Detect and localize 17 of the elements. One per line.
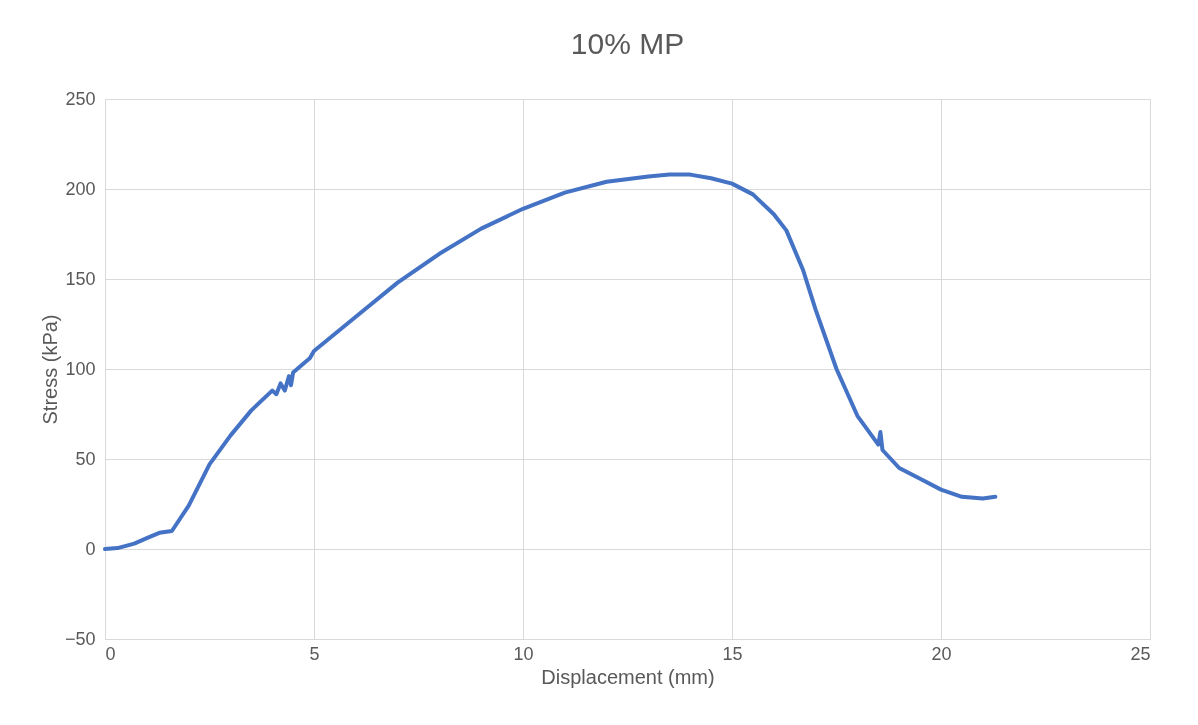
x-tick-label: 20: [931, 643, 952, 664]
x-tick-label: 10: [513, 643, 534, 664]
y-axis-title: Stress (kPa): [38, 314, 61, 425]
y-tick-label: 200: [65, 178, 96, 199]
y-tick-label: 50: [75, 448, 96, 469]
x-tick-label: 25: [1130, 643, 1151, 664]
y-tick-label: 100: [65, 358, 96, 379]
chart-title: 10% MP: [570, 27, 685, 60]
x-tick-label: 5: [309, 643, 320, 664]
x-axis-title: Displacement (mm): [541, 665, 715, 688]
x-tick-label: 0: [105, 643, 116, 664]
y-tick-label: 0: [85, 538, 96, 559]
y-tick-label: 250: [65, 88, 96, 109]
y-tick-label: 150: [65, 268, 96, 289]
x-tick-label: 15: [722, 643, 743, 664]
line-series: [103, 172, 998, 551]
y-tick-label: −50: [64, 628, 96, 649]
